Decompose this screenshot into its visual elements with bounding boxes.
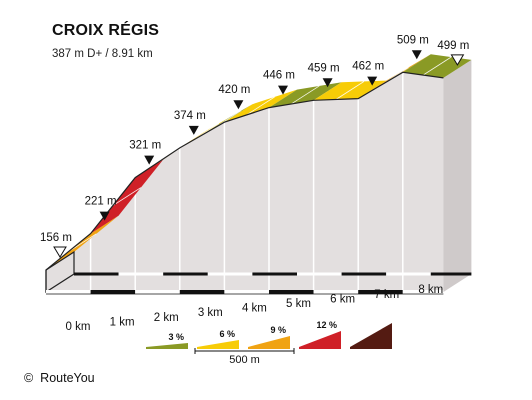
legend-swatch bbox=[146, 343, 188, 349]
km-tick-label: 4 km bbox=[242, 303, 267, 315]
km-tick-label: 8 km bbox=[418, 284, 443, 296]
km-marker-triangle bbox=[411, 50, 422, 60]
legend-label: 9 % bbox=[270, 325, 286, 335]
elevation-label: 509 m bbox=[397, 34, 429, 46]
elevation-label: 446 m bbox=[263, 70, 295, 82]
surface-stripe bbox=[422, 56, 452, 76]
km-marker-triangle bbox=[278, 85, 288, 95]
elevation-label: 499 m bbox=[437, 40, 469, 52]
km-tick-label: 3 km bbox=[198, 307, 223, 319]
legend-swatch bbox=[197, 340, 239, 349]
legend-label: 6 % bbox=[219, 329, 235, 339]
surface-stripe bbox=[335, 81, 365, 100]
km-tick-label: 0 km bbox=[66, 321, 91, 333]
elevation-label: 221 m bbox=[85, 196, 117, 208]
elevation-label: 374 m bbox=[174, 110, 206, 122]
credit-text: RouteYou bbox=[40, 371, 95, 385]
surface-stripe bbox=[291, 85, 320, 105]
credit: © RouteYou bbox=[24, 371, 95, 385]
profile-end-face bbox=[443, 59, 472, 293]
km-marker-triangle bbox=[99, 211, 110, 221]
km-marker-triangle bbox=[188, 125, 199, 135]
end-marker-triangle bbox=[450, 54, 465, 66]
scale-bar-label: 500 m bbox=[229, 354, 260, 366]
km-marker-triangle bbox=[367, 76, 378, 86]
surface-stripe bbox=[68, 233, 97, 253]
km-marker-triangle bbox=[233, 100, 244, 110]
legend-swatch bbox=[299, 331, 341, 349]
km-tick-label: 2 km bbox=[154, 312, 179, 324]
profile-title: CROIX RÉGIS bbox=[52, 22, 160, 39]
legend-swatch bbox=[248, 336, 290, 349]
km-marker-triangle bbox=[322, 78, 333, 88]
start-marker-triangle bbox=[53, 246, 67, 258]
km-marker-triangle bbox=[144, 155, 155, 165]
elevation-label: 321 m bbox=[129, 140, 161, 152]
km-tick-label: 5 km bbox=[286, 298, 311, 310]
copyright-symbol: © bbox=[24, 371, 34, 385]
elevation-label: 420 m bbox=[218, 84, 250, 96]
km-tick-label: 6 km bbox=[330, 293, 355, 305]
legend-swatch bbox=[350, 323, 392, 349]
elevation-label: 459 m bbox=[308, 62, 340, 74]
profile-ridge-line bbox=[45, 71, 444, 271]
elevation-label: 156 m bbox=[40, 232, 72, 244]
km-tick-label: 7 km bbox=[374, 289, 399, 301]
km-tick-label: 1 km bbox=[110, 316, 135, 328]
surface-stripe bbox=[112, 187, 142, 206]
legend-label: 3 % bbox=[168, 332, 184, 342]
profile-side-face bbox=[46, 72, 444, 292]
surface-stripe bbox=[246, 96, 275, 116]
legend-label: 12 % bbox=[316, 320, 337, 330]
elevation-label: 462 m bbox=[352, 61, 384, 73]
profile-subtitle: 387 m D+ / 8.91 km bbox=[52, 48, 153, 60]
